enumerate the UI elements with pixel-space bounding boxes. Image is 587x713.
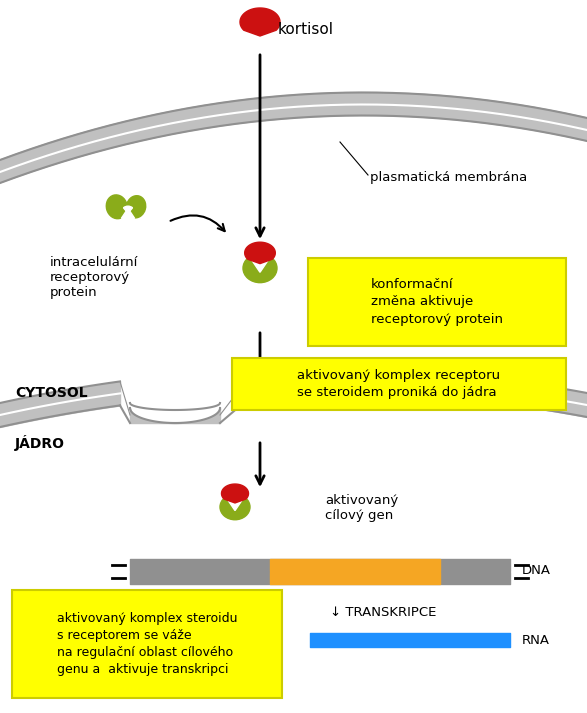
Text: plasmatická membrána: plasmatická membrána (370, 172, 527, 185)
Ellipse shape (220, 494, 250, 520)
Polygon shape (122, 208, 134, 226)
Ellipse shape (106, 195, 127, 219)
Text: DNA: DNA (522, 563, 551, 577)
Polygon shape (221, 484, 248, 503)
Text: aktivovaný komplex steroidu
s receptorem se váže
na regulační oblast cílového
ge: aktivovaný komplex steroidu s receptorem… (57, 612, 237, 676)
Text: JÁDRO: JÁDRO (15, 435, 65, 451)
Ellipse shape (126, 195, 146, 218)
Text: aktivovaný komplex receptoru
se steroidem proniká do jádra: aktivovaný komplex receptoru se steroide… (298, 369, 501, 399)
Polygon shape (240, 8, 280, 36)
Polygon shape (228, 500, 242, 511)
Text: ↓ TRANSKRIPCE: ↓ TRANSKRIPCE (330, 605, 436, 618)
Polygon shape (251, 260, 268, 272)
Text: kortisol: kortisol (278, 23, 334, 38)
Polygon shape (245, 242, 275, 264)
FancyBboxPatch shape (12, 590, 282, 698)
FancyBboxPatch shape (232, 358, 566, 410)
Text: konformační
změna aktivuje
receptorový protein: konformační změna aktivuje receptorový p… (371, 279, 503, 326)
Wedge shape (123, 206, 133, 213)
FancyBboxPatch shape (308, 258, 566, 346)
Text: intracelulární
receptorový
protein: intracelulární receptorový protein (50, 256, 139, 299)
Ellipse shape (243, 254, 277, 282)
Text: CYTOSOL: CYTOSOL (15, 386, 87, 400)
Text: RNA: RNA (522, 633, 550, 647)
Text: aktivovaný
cílový gen: aktivovaný cílový gen (325, 494, 398, 522)
